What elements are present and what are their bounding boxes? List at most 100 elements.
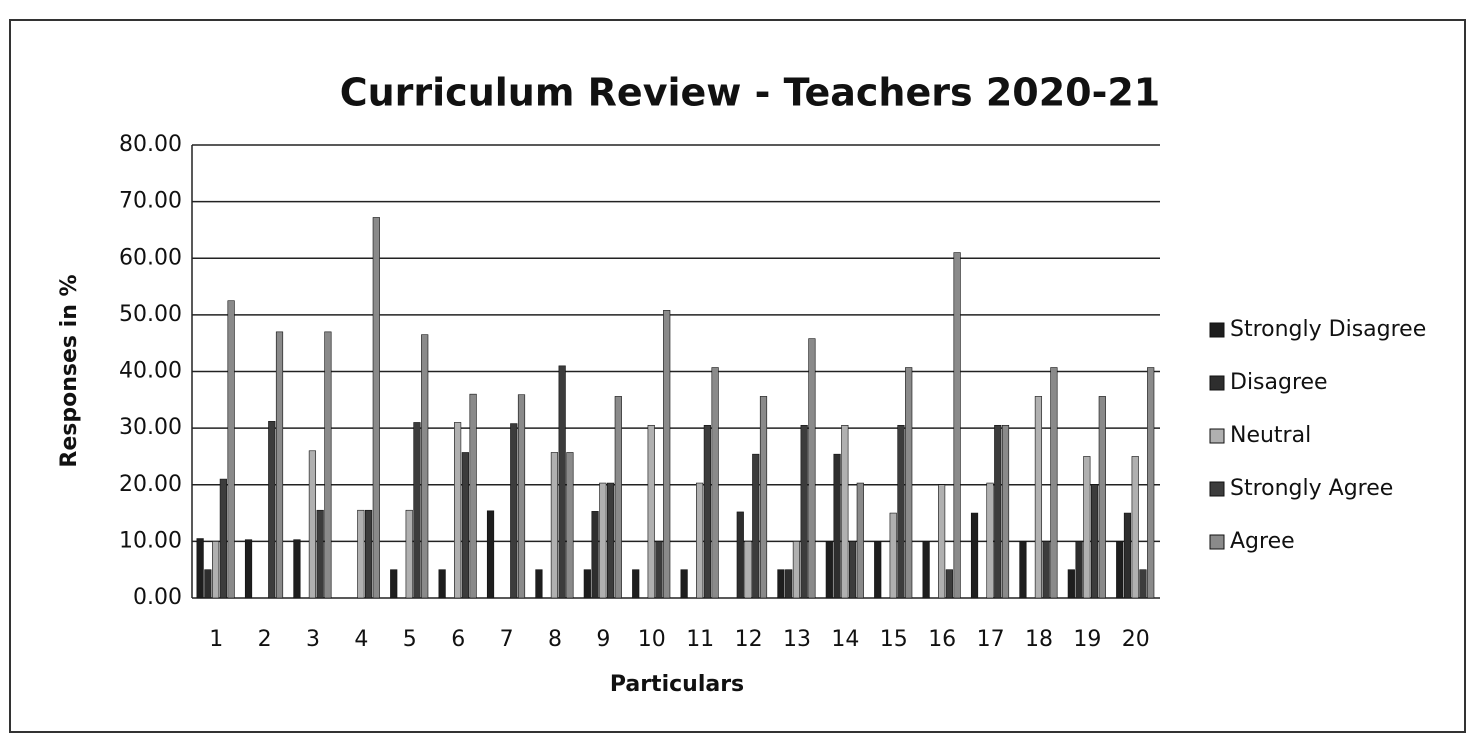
x-tick-label: 8 [548,627,562,652]
bar [808,338,816,599]
bar [204,569,212,599]
bar [785,569,793,599]
legend-label: Strongly Agree [1230,476,1393,501]
legend-swatch [1209,375,1225,391]
bar [372,217,380,599]
bar [736,511,744,599]
legend-swatch [1209,322,1225,338]
bar [711,367,719,599]
bar [792,541,801,599]
bar [510,423,518,599]
legend-swatch [1209,534,1225,550]
bar [606,482,615,599]
bar [1116,541,1124,599]
bar [800,424,808,599]
bar [945,569,953,599]
y-tick-label: 40.00 [119,359,182,384]
bar [1083,456,1091,599]
x-tick-label: 20 [1122,627,1150,652]
x-tick-label: 12 [735,627,763,652]
bar [454,422,462,599]
y-tick-label: 0.00 [133,585,182,610]
bar [558,365,566,599]
bar [1034,396,1043,599]
x-tick-label: 10 [638,627,666,652]
bar [196,538,204,599]
x-tick-label: 7 [500,627,514,652]
x-tick-label: 15 [880,627,908,652]
bar [1147,367,1155,599]
bar [517,394,526,599]
bar [1001,424,1010,599]
bar [1139,569,1147,599]
bar [825,541,833,599]
bar [324,331,332,599]
bar [550,452,559,599]
x-tick-label: 9 [596,627,610,652]
legend-label: Disagree [1230,370,1328,395]
x-tick-label: 4 [354,627,368,652]
bar [227,300,235,599]
bar [938,484,946,599]
bar [293,539,301,599]
bar [680,569,688,599]
bar [591,511,599,599]
bar [970,512,979,599]
bar [212,541,220,599]
y-tick-label: 10.00 [119,528,182,553]
bar [663,310,671,599]
bar [316,509,324,599]
bar [364,509,373,599]
bar [1067,569,1075,599]
y-tick-label: 80.00 [119,132,182,157]
bar [390,569,398,599]
bar [438,569,446,599]
bar [986,482,994,599]
y-tick-label: 50.00 [119,302,182,327]
bar [1050,367,1058,599]
y-tick-label: 70.00 [119,189,182,214]
bar [889,512,897,599]
bar [752,453,760,599]
x-tick-label: 13 [783,627,811,652]
bar [833,453,841,599]
legend-label: Strongly Disagree [1230,317,1426,342]
bar [841,424,849,599]
bar [1019,541,1027,599]
bar [413,422,421,599]
bar [244,539,253,599]
x-tick-label: 6 [451,627,465,652]
legend-swatch [1209,428,1225,444]
bar [848,541,857,599]
bar [268,421,276,599]
bar [744,541,752,599]
bar [1131,456,1139,599]
bar [486,510,495,599]
bar [874,541,882,599]
bar [308,450,317,599]
bar [599,482,607,599]
bar [953,252,961,599]
bar [922,541,930,599]
x-tick-label: 14 [831,627,859,652]
y-axis-label: Responses in % [57,274,82,467]
bar [696,482,704,599]
bar [759,396,768,599]
bar [1042,541,1050,599]
bar [632,569,640,599]
bar [461,452,469,599]
bar [405,509,413,599]
bar [655,541,663,599]
x-tick-label: 16 [928,627,956,652]
bar [1098,396,1106,599]
x-tick-label: 2 [258,627,272,652]
bar [647,424,655,599]
bar [905,367,913,599]
x-tick-label: 3 [306,627,320,652]
x-tick-label: 18 [1025,627,1053,652]
bar [566,452,574,599]
x-tick-label: 19 [1073,627,1101,652]
bar [703,424,711,599]
legend-label: Neutral [1230,423,1311,448]
